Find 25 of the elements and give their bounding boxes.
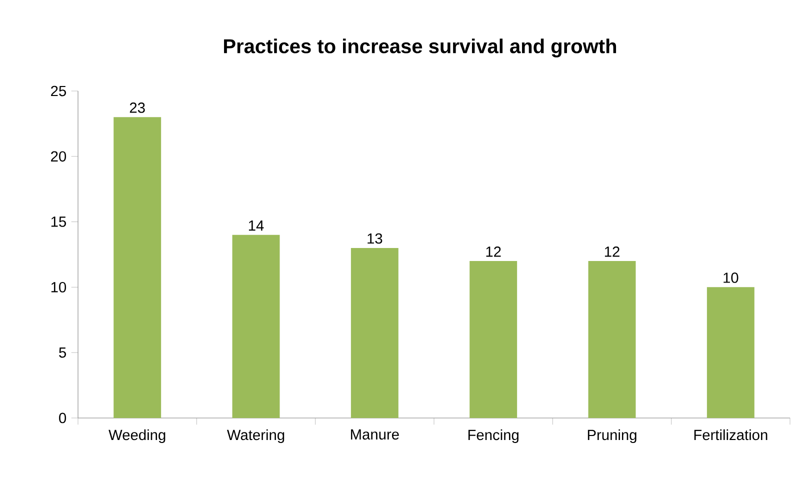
- bar: [706, 287, 754, 418]
- y-tick-label: 10: [51, 282, 66, 292]
- bar: [232, 234, 280, 418]
- x-tick-label: Manure: [351, 429, 399, 440]
- bar: [350, 248, 398, 418]
- x-tick-label: Pruning: [588, 429, 636, 444]
- y-tick-label: 15: [51, 216, 66, 227]
- y-tick-label: 0: [59, 412, 66, 424]
- bar: [588, 261, 636, 418]
- y-tick-label: 25: [51, 86, 66, 96]
- data-label: 13: [368, 233, 382, 244]
- data-label: 12: [604, 246, 620, 257]
- x-tick-label: Watering: [226, 429, 284, 444]
- data-label: 10: [724, 272, 738, 283]
- data-label: 23: [130, 102, 145, 113]
- y-tick-label: 20: [51, 151, 66, 162]
- data-label: 14: [248, 220, 264, 231]
- bar: [114, 117, 162, 418]
- y-tick-label: 5: [59, 347, 66, 358]
- x-tick-label: Fertilization: [694, 429, 768, 440]
- chart-title: Practices to increase survival and growth: [224, 38, 616, 58]
- data-label: 12: [486, 246, 501, 257]
- x-tick-label: Fencing: [468, 429, 518, 444]
- bar: [470, 261, 518, 418]
- x-tick-label: Weeding: [108, 429, 166, 444]
